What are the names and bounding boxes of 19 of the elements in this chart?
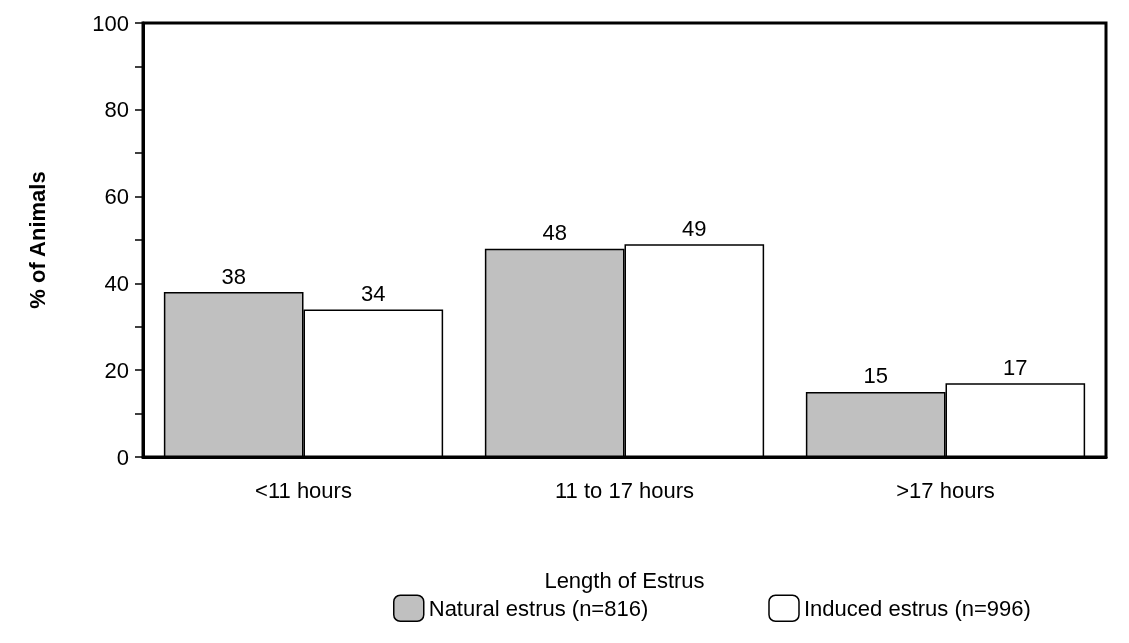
x-tick-label: <11 hours xyxy=(255,477,352,503)
x-tick-label: 11 to 17 hours xyxy=(554,477,695,503)
data-label: 38 xyxy=(221,263,246,289)
y-tick-label: 20 xyxy=(104,357,129,383)
legend-label: Natural estrus (n=816) xyxy=(428,595,649,621)
y-tick-label: 100 xyxy=(92,10,129,36)
y-axis-title: % of Animals xyxy=(24,171,50,309)
data-label: 49 xyxy=(682,215,707,241)
y-tick-label: 60 xyxy=(104,184,129,210)
y-tick-label: 0 xyxy=(116,444,129,470)
y-tick-label: 80 xyxy=(104,97,129,123)
x-tick-label: >17 hours xyxy=(896,477,995,503)
legend-label: Induced estrus (n=996) xyxy=(804,595,1031,621)
data-label: 34 xyxy=(361,280,386,306)
x-axis-title: Length of Estrus xyxy=(544,567,705,593)
data-label: 17 xyxy=(1003,354,1028,380)
data-label: 48 xyxy=(542,220,567,246)
y-tick-label: 40 xyxy=(104,270,129,296)
data-label: 15 xyxy=(863,363,888,389)
